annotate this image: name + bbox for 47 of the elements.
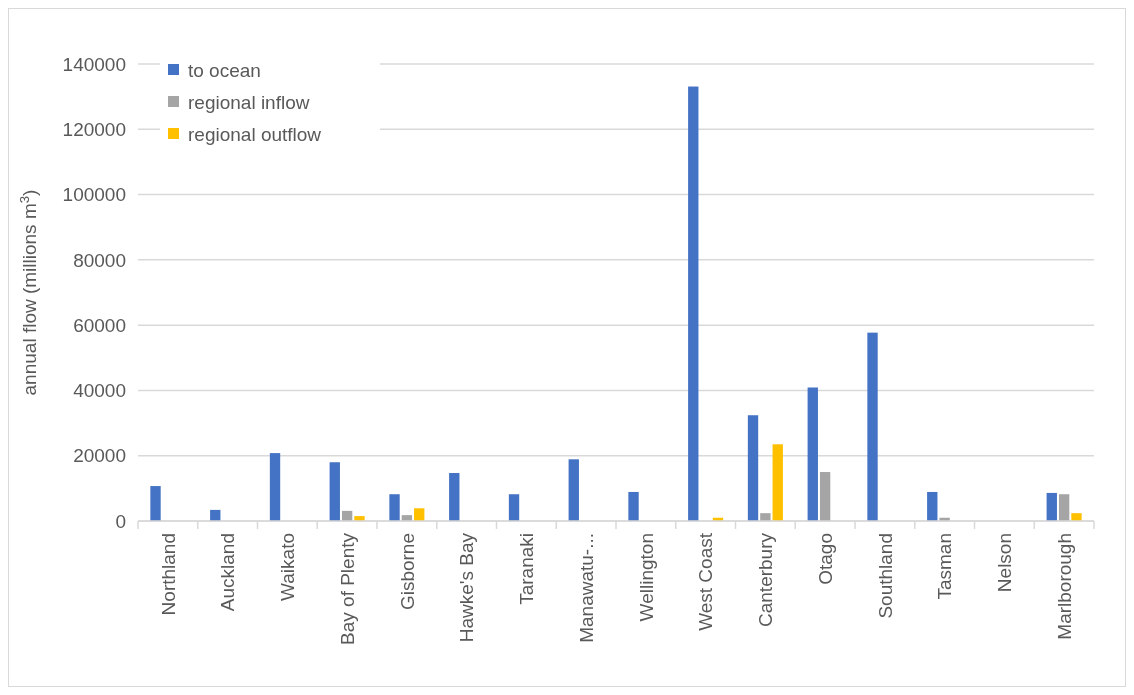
bar <box>329 462 340 521</box>
y-tick-label: 60000 <box>73 314 126 336</box>
x-tick-label: Taranaki <box>516 533 538 605</box>
x-tick-label: Auckland <box>217 533 239 612</box>
bar <box>1046 492 1057 521</box>
bar <box>269 453 281 521</box>
bar <box>867 332 878 521</box>
x-tick-label: Canterbury <box>755 532 777 627</box>
y-tick-label: 0 <box>115 510 126 532</box>
y-tick-label: 140000 <box>62 53 126 75</box>
x-tick-label: Manawatu-... <box>575 533 597 643</box>
legend-label: regional inflow <box>188 91 310 113</box>
x-tick-label: Wellington <box>635 533 657 622</box>
x-tick-label: Northland <box>157 533 179 616</box>
x-tick-label: Waikato <box>277 533 299 601</box>
y-tick-label: 40000 <box>73 380 126 402</box>
x-tick-label: Otago <box>814 533 836 585</box>
bar <box>1058 494 1070 521</box>
bar <box>688 86 699 521</box>
x-tick-label: Marlborough <box>1053 533 1075 640</box>
y-tick-label: 120000 <box>62 118 126 140</box>
bar <box>568 459 579 521</box>
bar <box>150 486 161 521</box>
bar <box>508 494 520 521</box>
bar <box>760 513 771 521</box>
legend-label: to ocean <box>188 59 261 81</box>
x-tick-label: West Coast <box>695 532 717 631</box>
bar <box>389 494 400 521</box>
y-tick-label: 20000 <box>73 445 126 467</box>
bar <box>772 444 783 521</box>
x-tick-label: Bay of Plenty <box>336 532 358 645</box>
x-tick-label: Gisborne <box>396 533 418 611</box>
y-tick-label: 80000 <box>73 249 126 271</box>
bar <box>927 491 938 521</box>
bar <box>414 508 425 521</box>
bar <box>449 473 460 521</box>
x-tick-label: Southland <box>874 533 896 619</box>
x-tick-label: Hawke's Bay <box>456 532 478 643</box>
bar <box>1071 513 1082 521</box>
legend-label: regional outflow <box>188 123 322 145</box>
bar <box>807 387 818 521</box>
bar <box>819 472 831 521</box>
x-tick-label: Tasman <box>934 533 956 600</box>
x-tick-label: Nelson <box>994 533 1016 593</box>
bar <box>747 415 759 521</box>
y-tick-label: 100000 <box>62 184 126 206</box>
bar <box>628 491 639 521</box>
